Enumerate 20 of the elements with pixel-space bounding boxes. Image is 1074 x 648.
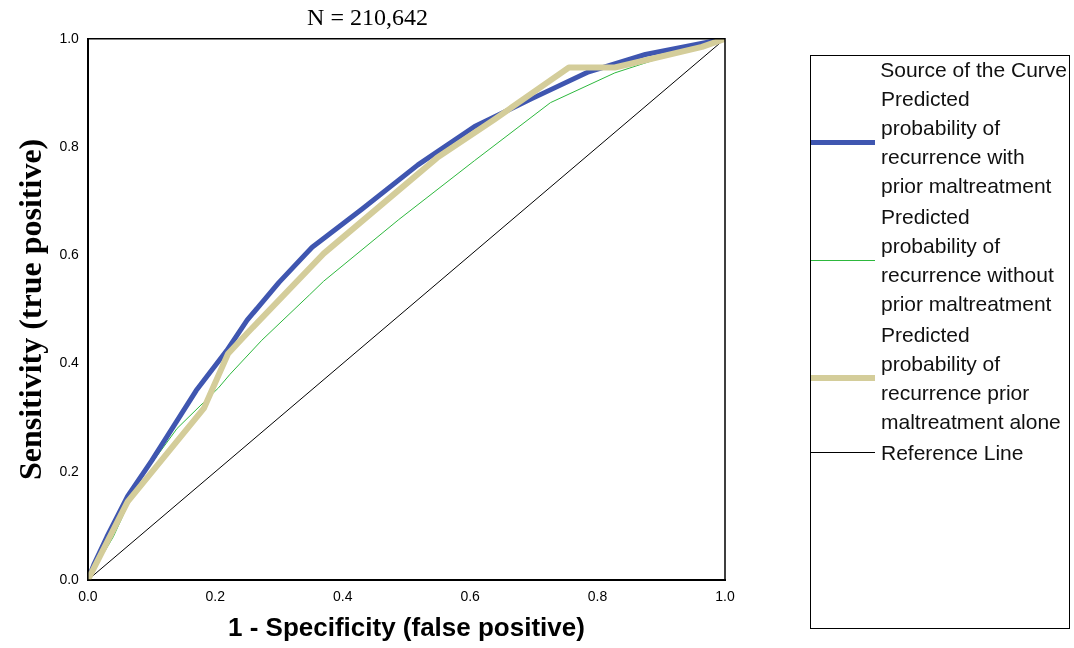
y-tick-label: 0.4 (59, 354, 80, 371)
y-axis-title: Sensitivity (true positive) (12, 138, 49, 481)
chart-title: N = 210,642 (307, 3, 428, 30)
legend-label: Reference Line (881, 440, 1024, 466)
legend-label: Predicted probability of recurrence without prior maltreatment (881, 204, 1055, 317)
y-tick-label: 0.0 (59, 570, 80, 587)
x-tick-label: 1.0 (715, 588, 735, 605)
x-tick-label: 0.4 (332, 588, 353, 605)
y-tick-label: 1.0 (59, 29, 80, 46)
y-tick-label: 0.8 (59, 137, 80, 154)
x-tick-label: 0.2 (205, 588, 226, 605)
x-axis-title: 1 - Specificity (false positive) (227, 611, 585, 642)
legend-label: Predicted probability of recurrence with prior maltreatment (881, 86, 1053, 199)
legend-label: Predicted probability of recurrence prior maltreatment alone (881, 322, 1062, 435)
y-tick-label: 0.2 (59, 462, 80, 479)
x-tick-label: 0.0 (78, 588, 98, 605)
x-tick-label: 0.6 (460, 588, 481, 605)
x-tick-label: 0.8 (587, 588, 608, 605)
y-tick-label: 0.6 (59, 246, 80, 263)
legend-title: Source of the Curve (879, 57, 1068, 82)
